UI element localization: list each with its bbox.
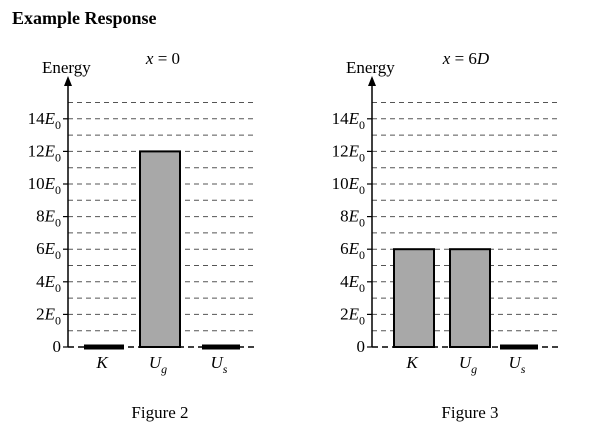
page-heading: Example Response: [12, 8, 157, 28]
y-tick-label: 4E0: [340, 272, 365, 295]
y-tick-label: 0: [357, 337, 366, 356]
y-axis-label: Energy: [346, 58, 395, 77]
y-tick-label: 12E0: [28, 141, 61, 164]
chart-1: Energy x = 0 0 2E0 4E0 6E0 8E0 10E0 12E0 14E0 K Ug U…: [28, 49, 256, 422]
y-tick-label: 6E0: [340, 239, 365, 262]
bar-us: [500, 344, 538, 350]
y-axis-label: Energy: [42, 58, 91, 77]
y-tick-label: 10E0: [28, 174, 61, 197]
bar-ug: [139, 150, 181, 348]
category-label: Us: [211, 353, 228, 376]
category-label: Ug: [459, 353, 477, 376]
category-label: K: [405, 353, 419, 372]
y-tick-label: 14E0: [28, 109, 61, 132]
bar-k: [84, 344, 124, 350]
bar-k: [393, 248, 435, 348]
figure-caption: Figure 3: [441, 403, 498, 422]
y-tick-label: 10E0: [332, 174, 365, 197]
category-label: K: [95, 353, 109, 372]
y-tick-label: 2E0: [340, 304, 365, 327]
y-tick-label: 8E0: [340, 207, 365, 230]
y-axis-arrow-icon: [368, 76, 376, 86]
y-tick-label: 4E0: [36, 272, 61, 295]
chart-title: x = 0: [145, 49, 180, 68]
figure-caption: Figure 2: [131, 403, 188, 422]
y-tick-label: 8E0: [36, 207, 61, 230]
category-label: Us: [509, 353, 526, 376]
y-tick-label: 0: [53, 337, 62, 356]
category-label: Ug: [149, 353, 167, 376]
chart-title: x = 6D: [442, 49, 490, 68]
bar-us: [202, 344, 240, 350]
y-tick-label: 14E0: [332, 109, 365, 132]
bar-ug: [449, 248, 491, 348]
y-tick-label: 12E0: [332, 141, 365, 164]
y-tick-label: 2E0: [36, 304, 61, 327]
chart-2: Energy x = 6D 0 2E0 4E0 6E0 8E0 10E0 12E0 14E0 K Ug…: [332, 49, 560, 422]
y-axis-arrow-icon: [64, 76, 72, 86]
y-tick-label: 6E0: [36, 239, 61, 262]
